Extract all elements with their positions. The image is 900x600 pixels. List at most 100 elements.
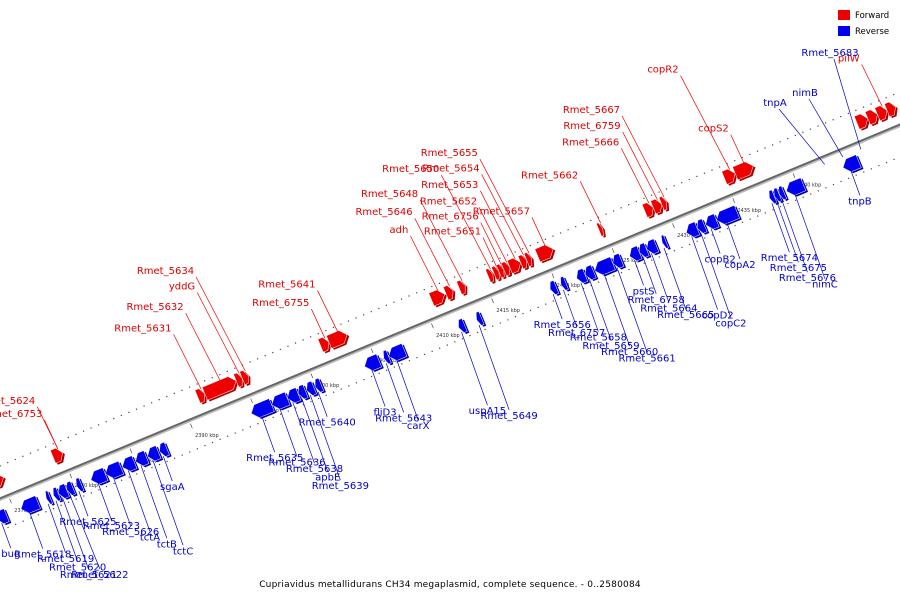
forward-gene-Rmet_5666[interactable] <box>641 200 658 219</box>
forward-gene-Rmet_5657[interactable] <box>534 242 558 264</box>
reverse-gene-carX[interactable] <box>386 343 410 365</box>
reverse-leader-line <box>309 394 341 481</box>
gene-arrow <box>428 289 446 307</box>
reverse-gene-tctB[interactable] <box>133 450 152 470</box>
legend-forward-label: Forward <box>855 11 889 21</box>
reverse-leader-line <box>292 402 315 464</box>
gene-arrow <box>475 311 485 326</box>
reverse-gene-label: sgaA <box>160 482 185 493</box>
legend-reverse-label: Reverse <box>855 27 889 37</box>
forward-gene-Rmet_5667[interactable] <box>658 195 671 212</box>
reverse-gene-Rmet_5664[interactable] <box>644 238 662 257</box>
forward-gene-Rmet_5632[interactable] <box>201 374 241 402</box>
forward-gene-Rmet_6759[interactable] <box>650 197 667 216</box>
scale-tick <box>250 398 253 404</box>
reverse-gene-Rmet_6758[interactable] <box>637 242 652 260</box>
forward-gene-adh[interactable] <box>428 287 450 308</box>
forward-gene-label: Rmet_6755 <box>252 298 309 309</box>
gene-arrow <box>75 477 85 492</box>
forward-gene-Rmet_6756[interactable] <box>495 263 508 280</box>
gene-arrow <box>250 398 275 418</box>
reverse-gene-label: uspA15 <box>469 406 506 417</box>
reverse-gene-sgaA[interactable] <box>157 441 172 459</box>
forward-gene-Rmet_5655[interactable] <box>523 251 536 268</box>
forward-gene-copS2[interactable] <box>732 159 758 182</box>
forward-gene-yddG[interactable] <box>233 371 247 389</box>
reverse-gene-Rmet_5649[interactable] <box>474 311 487 328</box>
forward-gene-Rmet_5634[interactable] <box>239 369 254 387</box>
forward-gene-Rmet_6755[interactable] <box>317 335 334 354</box>
reverse-gene-Rmet_5638[interactable] <box>285 387 304 407</box>
reverse-gene-copB2[interactable] <box>703 213 722 233</box>
reverse-gene-Rmet_5621[interactable] <box>56 483 72 502</box>
reverse-gene-nimC[interactable] <box>784 177 809 199</box>
scale-tick <box>491 298 494 304</box>
gene-arrow <box>658 196 668 211</box>
reverse-gene-Rmet_5665[interactable] <box>660 234 671 251</box>
forward-gene-unlabeled-26[interactable] <box>853 111 872 131</box>
reverse-gene-apbE[interactable] <box>296 384 311 402</box>
reverse-gene-Rmet_5660[interactable] <box>592 256 618 279</box>
reverse-gene-uspA15[interactable] <box>456 318 470 336</box>
forward-leader-line <box>861 64 883 107</box>
reverse-gene-Rmet_5661[interactable] <box>610 252 627 272</box>
reverse-gene-Rmet_5640[interactable] <box>312 377 326 395</box>
gene-arrow <box>864 109 878 126</box>
reverse-gene-tnpB[interactable] <box>840 154 864 176</box>
forward-gene-Rmet_5646[interactable] <box>442 284 458 302</box>
gene-arrow <box>584 264 597 280</box>
reverse-gene-copD2[interactable] <box>684 221 702 241</box>
reverse-gene-tctA[interactable] <box>120 455 140 475</box>
forward-gene-pilW[interactable] <box>874 103 892 123</box>
reverse-gene-copA2[interactable] <box>714 204 742 229</box>
reverse-gene-tctC[interactable] <box>145 445 164 465</box>
forward-gene-Rmet_5648[interactable] <box>456 279 470 297</box>
reverse-gene-Rmet_5626[interactable] <box>103 460 126 483</box>
forward-genes <box>0 100 900 492</box>
reverse-gene-Rmet_5643[interactable] <box>381 349 394 366</box>
forward-gene-Rmet_5651[interactable] <box>491 265 503 282</box>
reverse-gene-Rmet_5659[interactable] <box>582 264 599 283</box>
reverse-gene-Rmet_5622[interactable] <box>64 480 78 499</box>
forward-gene-label: Rmet_5648 <box>361 189 418 200</box>
reverse-gene-fliD3[interactable] <box>362 353 384 374</box>
reverse-gene-Rmet_5618[interactable] <box>18 495 43 517</box>
reverse-leader-line <box>62 497 89 570</box>
forward-gene-unlabeled-27[interactable] <box>864 107 882 127</box>
reverse-leader-line <box>700 232 732 318</box>
reverse-gene-Rmet_5658[interactable] <box>574 268 590 287</box>
reverse-gene-label: Rmet_5674 <box>761 253 818 264</box>
forward-gene-Rmet_5653[interactable] <box>506 256 525 276</box>
scale-tick <box>69 473 73 479</box>
reverse-gene-pstS[interactable] <box>627 245 645 264</box>
forward-gene-copR2[interactable] <box>721 166 740 186</box>
forward-gene-label: Rmet_5651 <box>424 227 481 238</box>
reverse-leader-line <box>55 500 78 562</box>
reverse-leader-line <box>850 170 861 196</box>
forward-gene-Rmet_5624[interactable] <box>49 446 67 465</box>
forward-gene-unlabeled-0[interactable] <box>0 470 8 492</box>
reverse-gene-Rmet_5620[interactable] <box>51 486 64 504</box>
forward-gene-Rmet_5662[interactable] <box>595 221 607 238</box>
reverse-gene-Rmet_6757[interactable] <box>558 276 571 293</box>
reverse-leader-line <box>279 407 298 457</box>
forward-gene-Rmet_5650[interactable] <box>485 267 497 284</box>
reverse-leader-line <box>663 247 687 310</box>
reverse-gene-copC2[interactable] <box>694 218 710 236</box>
reverse-gene-Rmet_5619[interactable] <box>44 490 55 507</box>
forward-gene-unlabeled-29[interactable] <box>884 100 900 119</box>
reverse-gene-Rmet_5635[interactable] <box>249 398 277 422</box>
reverse-gene-Rmet_5639[interactable] <box>304 380 319 398</box>
forward-gene-Rmet_5641[interactable] <box>325 328 352 351</box>
reverse-leader-line <box>1 523 12 549</box>
gene-arrow <box>0 508 10 525</box>
gene-arrow <box>147 445 162 462</box>
reverse-gene-bug[interactable] <box>0 508 12 527</box>
reverse-gene-Rmet_5656[interactable] <box>547 280 561 298</box>
offscreen-leader-line <box>833 58 862 150</box>
reverse-gene-Rmet_5676[interactable] <box>776 185 789 202</box>
reverse-gene-Rmet_5625[interactable] <box>74 477 87 494</box>
forward-rail <box>0 93 895 467</box>
reverse-gene-label: Rmet_5660 <box>601 347 658 358</box>
map-caption: Cupriavidus metallidurans CH34 megaplasm… <box>259 580 641 590</box>
